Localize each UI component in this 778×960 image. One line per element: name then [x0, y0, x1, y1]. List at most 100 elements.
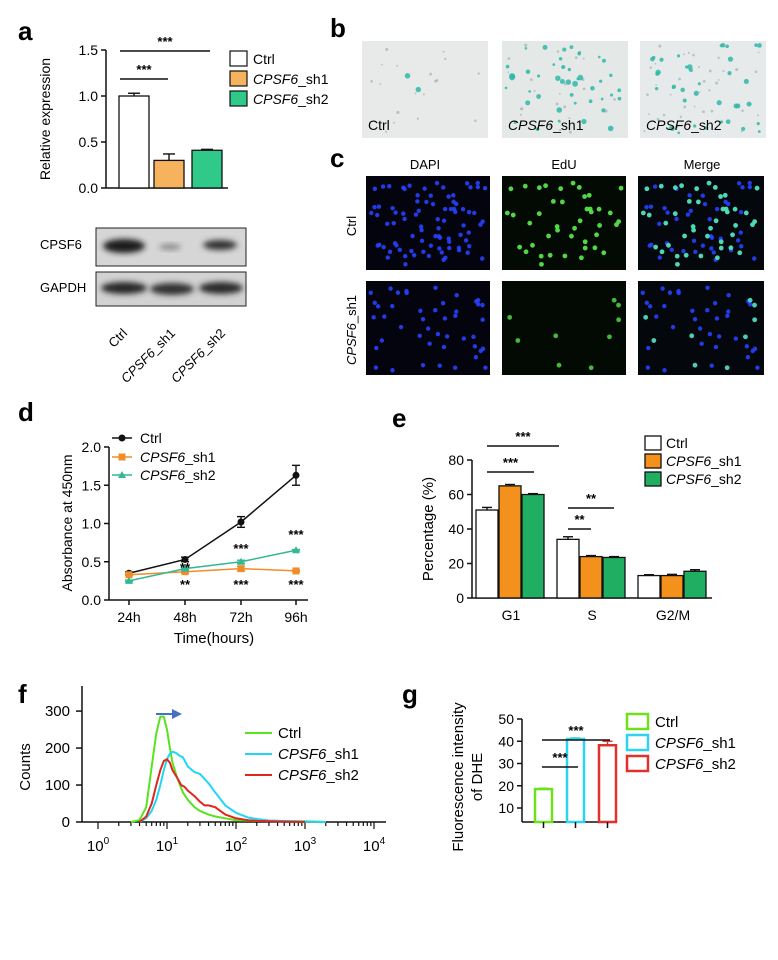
cell-dot [654, 62, 657, 65]
cell-dot [513, 121, 517, 124]
nucleus-dot [660, 286, 665, 291]
nucleus-dot [390, 368, 395, 373]
row-label: Ctrl [344, 216, 359, 236]
nucleus-dot [665, 210, 670, 215]
nucleus-dot [708, 225, 713, 231]
data-point [292, 546, 300, 554]
significance-label: *** [233, 541, 249, 556]
cell-dot [613, 98, 616, 101]
cell-dot [601, 108, 606, 113]
nucleus-dot [686, 199, 692, 204]
cell-dot [556, 107, 563, 113]
nucleus-dot [752, 302, 757, 308]
nucleus-dot [669, 247, 675, 253]
panel-b-micrographs: Ctrl CPSF6_sh1 CPSF6_sh2 [362, 41, 766, 138]
significance-label: *** [568, 723, 584, 738]
legend-swatch-ctrl [625, 712, 650, 731]
nucleus-dot [387, 249, 393, 254]
nucleus-dot [716, 334, 722, 339]
y-axis-label: Absorbance at 450nm [59, 455, 75, 592]
y-tick-label: 1.0 [82, 516, 102, 532]
nucleus-dot [369, 210, 374, 216]
nucleus-dot [582, 194, 587, 199]
cell-dot [385, 130, 388, 133]
nucleus-dot [433, 285, 438, 290]
western-blot: CPSF6 GAPDH Ctrl CPSF6_sh1 CPSF6_sh2 [40, 227, 247, 386]
nucleus-dot [691, 227, 696, 233]
nucleus-dot [693, 249, 698, 255]
nucleus-dot [458, 232, 463, 237]
bar [602, 556, 626, 599]
panel-g-legend: Ctrl CPSF6_sh1 CPSF6_sh2 [625, 712, 736, 773]
legend-marker [118, 471, 126, 478]
nucleus-dot [413, 212, 419, 217]
nucleus-dot [659, 249, 665, 255]
cell-dot [414, 92, 417, 95]
nucleus-dot [385, 221, 390, 227]
nucleus-dot [578, 255, 584, 261]
nucleus-dot [379, 338, 385, 343]
cell-dot [677, 131, 681, 135]
y-tick-label: 20 [498, 778, 514, 794]
nucleus-dot [422, 186, 427, 191]
cell-dot [444, 57, 447, 61]
nucleus-dot [425, 326, 431, 331]
cell-dot [533, 89, 536, 92]
nucleus-dot [547, 252, 553, 258]
nucleus-dot [577, 218, 583, 224]
cell-dot [655, 69, 661, 76]
cell-dot [557, 119, 561, 123]
significance-label: ** [180, 577, 191, 592]
nucleus-dot [588, 365, 594, 371]
nucleus-dot [376, 204, 382, 209]
nucleus-dot [375, 304, 381, 309]
nucleus-dot [748, 302, 753, 307]
blot-band [199, 282, 243, 294]
nucleus-dot [658, 183, 664, 189]
nucleus-dot [393, 210, 398, 215]
cell-dot [599, 79, 603, 83]
cell-dot [693, 90, 699, 96]
nucleus-dot [752, 219, 758, 225]
nucleus-dot [480, 317, 485, 322]
cell-dot [720, 42, 726, 48]
y-tick-label: 1.5 [82, 477, 102, 493]
significance-label: *** [503, 455, 519, 470]
nucleus-dot [507, 314, 513, 320]
y-axis-label: Percentage (%) [420, 477, 437, 581]
nucleus-dot [483, 365, 488, 370]
nucleus-dot [666, 242, 671, 248]
legend-label: CPSF6_sh2 [666, 471, 742, 487]
x-tick-label: 104 [363, 836, 386, 855]
nucleus-dot [374, 345, 379, 351]
bar [637, 574, 661, 599]
blot-xlabel: CPSF6_sh2 [168, 326, 228, 386]
nucleus-dot [482, 185, 488, 191]
nucleus-dot [714, 206, 720, 212]
cell-dot [435, 79, 439, 82]
nucleus-dot [464, 181, 470, 186]
y-tick-label: 0.0 [79, 180, 99, 196]
cell-dot [708, 89, 711, 92]
legend-label: Ctrl [666, 435, 688, 451]
nucleus-dot [724, 365, 730, 371]
y-tick-label: 1.5 [79, 42, 99, 58]
legend-swatch-sh1 [625, 733, 650, 752]
cell-dot [597, 55, 601, 59]
nucleus-dot [700, 193, 705, 198]
y-tick-label: 2.0 [82, 439, 102, 455]
x-tick-label: G2/M [656, 607, 690, 623]
blot-band [203, 240, 237, 250]
nucleus-dot [747, 180, 752, 186]
nucleus-dot [471, 334, 476, 340]
col-label-edu: EdU [551, 157, 576, 172]
nucleus-dot [454, 309, 459, 314]
nucleus-dot [421, 249, 426, 255]
nucleus-dot [711, 250, 716, 255]
nucleus-dot [428, 193, 433, 198]
panel-a-legend: Ctrl CPSF6_sh1 CPSF6_sh2 [229, 50, 329, 107]
y-tick-label: 40 [498, 733, 514, 749]
cell-dot [702, 79, 706, 83]
nucleus-dot [387, 183, 392, 189]
cell-dot [659, 57, 664, 62]
